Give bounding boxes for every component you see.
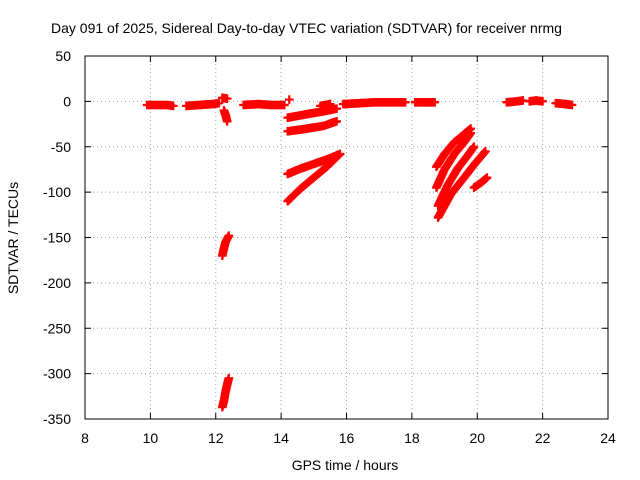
series-arc-09 <box>283 104 341 123</box>
series-arc-05 <box>217 231 234 260</box>
series-arc-16 <box>432 124 476 172</box>
series-arc-11 <box>316 99 335 111</box>
y-tick-label: -300 <box>43 366 71 382</box>
data-point-marker <box>518 96 528 105</box>
x-axis-label: GPS time / hours <box>292 457 399 473</box>
data-points <box>142 93 577 412</box>
x-axis-ticks: 8 10 12 14 16 18 20 22 24 <box>81 56 616 446</box>
series-arc-19 <box>433 146 490 222</box>
data-point-marker <box>567 100 577 110</box>
series-arc-07 <box>239 99 289 110</box>
y-tick-label: -150 <box>43 230 71 246</box>
data-point-marker <box>168 101 178 111</box>
data-point-marker <box>335 149 345 159</box>
series-arc-01 <box>142 100 178 111</box>
data-point-marker <box>469 142 479 152</box>
x-tick-label: 22 <box>535 430 551 446</box>
data-point-marker <box>481 146 490 156</box>
data-point-marker <box>401 97 410 107</box>
y-tick-label: -100 <box>43 184 71 200</box>
series-arc-23 <box>551 98 577 110</box>
data-point-marker <box>332 104 341 113</box>
data-point-marker <box>466 128 476 138</box>
grid-lines <box>85 56 608 419</box>
series-arc-17 <box>432 128 476 192</box>
data-point-marker <box>482 173 492 182</box>
data-point-marker <box>222 117 232 126</box>
data-point-marker <box>538 97 547 106</box>
data-point-marker <box>222 94 232 103</box>
x-tick-label: 20 <box>469 430 485 446</box>
series-arc-10 <box>283 117 341 136</box>
chart-title: Day 091 of 2025, Sidereal Day-to-day VTE… <box>51 20 562 36</box>
series-arc-04 <box>219 106 232 126</box>
series-arc-08 <box>284 95 294 104</box>
x-tick-label: 24 <box>600 430 616 446</box>
data-point-marker <box>224 231 234 240</box>
x-tick-label: 10 <box>143 430 159 446</box>
y-axis-label: SDTVAR / TECUs <box>5 182 21 294</box>
y-tick-label: -50 <box>51 139 71 155</box>
y-tick-label: 0 <box>63 93 71 109</box>
data-point-marker <box>284 95 294 104</box>
data-point-marker <box>430 97 440 107</box>
x-tick-label: 14 <box>273 430 289 446</box>
series-arc-20 <box>469 173 492 192</box>
data-point-marker <box>332 117 341 126</box>
series-arc-14 <box>338 97 410 109</box>
series-arc-06 <box>217 373 234 412</box>
x-tick-label: 8 <box>81 430 89 446</box>
y-tick-label: -200 <box>43 275 71 291</box>
data-point-marker <box>325 99 335 109</box>
series-arc-21 <box>502 96 528 107</box>
y-tick-label: -250 <box>43 320 71 336</box>
x-tick-label: 12 <box>208 430 224 446</box>
data-point-marker <box>280 100 289 110</box>
data-point-marker <box>214 98 224 108</box>
series-arc-18 <box>433 142 479 211</box>
series-arc-22 <box>525 96 547 106</box>
y-tick-label: -350 <box>43 411 71 427</box>
x-tick-label: 16 <box>339 430 355 446</box>
y-tick-label: 50 <box>55 48 71 64</box>
x-tick-label: 18 <box>404 430 420 446</box>
series-arc-13 <box>283 149 345 179</box>
y-axis-ticks: 50 0 -50 -100 -150 -200 -250 -300 -350 <box>43 48 608 427</box>
series-arc-03 <box>217 93 232 103</box>
data-point-marker <box>224 373 234 383</box>
series-arc-15 <box>410 97 440 107</box>
series-arc-02 <box>182 98 224 111</box>
